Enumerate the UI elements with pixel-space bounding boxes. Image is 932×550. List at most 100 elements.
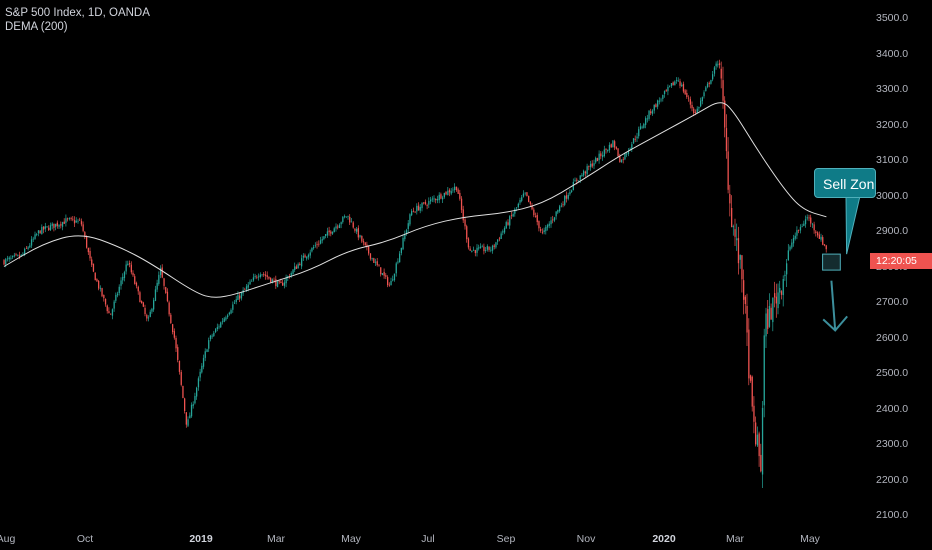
candle-body [560,205,562,207]
candle [450,188,452,196]
candle-body [768,306,771,327]
candle-body [744,296,746,304]
candle [189,412,191,419]
indicator-label[interactable]: DEMA (200) [5,21,68,33]
candle [675,77,678,84]
candle [641,125,643,129]
candle [411,208,413,217]
candle-body [498,238,501,240]
candle-body [443,192,445,198]
candle [732,224,734,236]
candle [55,223,57,231]
chart-area[interactable]: S&P 500 Index, 1D, OANDA DEMA (200) [0,0,870,528]
candle-body [825,245,827,250]
candle-body [658,100,660,102]
candle-body [158,274,160,284]
candle [361,235,363,244]
candle-body [292,269,294,274]
candle-body [667,86,669,92]
candle [498,236,501,242]
candle [801,223,803,228]
candle [596,157,599,162]
candle-body [579,175,581,180]
candle [208,337,210,352]
candle [493,243,495,250]
candle-body [13,255,15,257]
candle-body [531,205,533,210]
candle-body [576,179,578,181]
candle [786,259,788,287]
candle-body [204,351,206,358]
dema-line [3,102,827,298]
candle [58,224,60,229]
candle-body [385,275,387,277]
time-axis[interactable]: Aug Oct 2019 Mar May Jul Sep Nov 2020 Mar May [0,528,932,550]
candle-body [146,315,148,319]
candle-body [517,203,519,207]
candle [390,277,392,286]
candle [323,236,325,241]
candle-body [268,276,270,279]
candle-body [163,278,165,286]
candle [345,216,347,218]
candle [650,108,652,116]
candle [529,201,531,207]
price-tick: 3300.0 [876,83,909,95]
candle [395,261,397,277]
candle-body [780,291,783,295]
candle [299,262,301,266]
symbol-title[interactable]: S&P 500 Index, 1D, OANDA [5,7,150,19]
candle [483,243,485,255]
candle-body [311,247,313,252]
candle [223,317,225,323]
candle [146,313,148,322]
candle-body [108,311,110,314]
candle [65,214,67,227]
candle-body [808,217,810,219]
candle-body [37,230,40,234]
candle-body [694,112,697,113]
price-axis[interactable]: 3500.0 3400.0 3300.0 3200.0 3100.0 3000.0 2900… [870,0,932,550]
candle [197,376,200,391]
candle-body [235,299,237,302]
candle [436,195,439,204]
candle-body [650,111,652,114]
candle-body [584,171,587,174]
candle-body [344,216,346,218]
candle-body [123,272,126,278]
candle-body [5,259,7,265]
candle [72,216,74,222]
candle [359,234,361,239]
candle-body [799,227,802,231]
candle-body [464,219,466,227]
candle-body [823,244,826,246]
candle-body [550,220,552,225]
candle-body [473,249,475,251]
candle-body [476,247,478,253]
candle-body [414,211,416,213]
candle [369,253,372,261]
candle [290,271,292,278]
candle-body [751,376,753,407]
candle-body [309,252,311,256]
candle [763,328,765,418]
candle [118,284,120,296]
candle-body [610,144,612,148]
candle-body [285,278,287,284]
candle [593,159,595,169]
candle-body [18,255,21,257]
candle-body [302,255,304,258]
candle [206,348,208,353]
candle-body [818,234,820,239]
candle [227,313,229,319]
candle [620,159,623,163]
candle-body [522,193,525,197]
sell-zone-callout[interactable]: Sell Zon [814,168,876,198]
candle [127,260,129,266]
candle [438,192,440,204]
candle [638,126,640,139]
candle-body [264,274,267,276]
candle-body [221,321,224,323]
candle-body [127,263,129,266]
candle-body [705,87,707,92]
